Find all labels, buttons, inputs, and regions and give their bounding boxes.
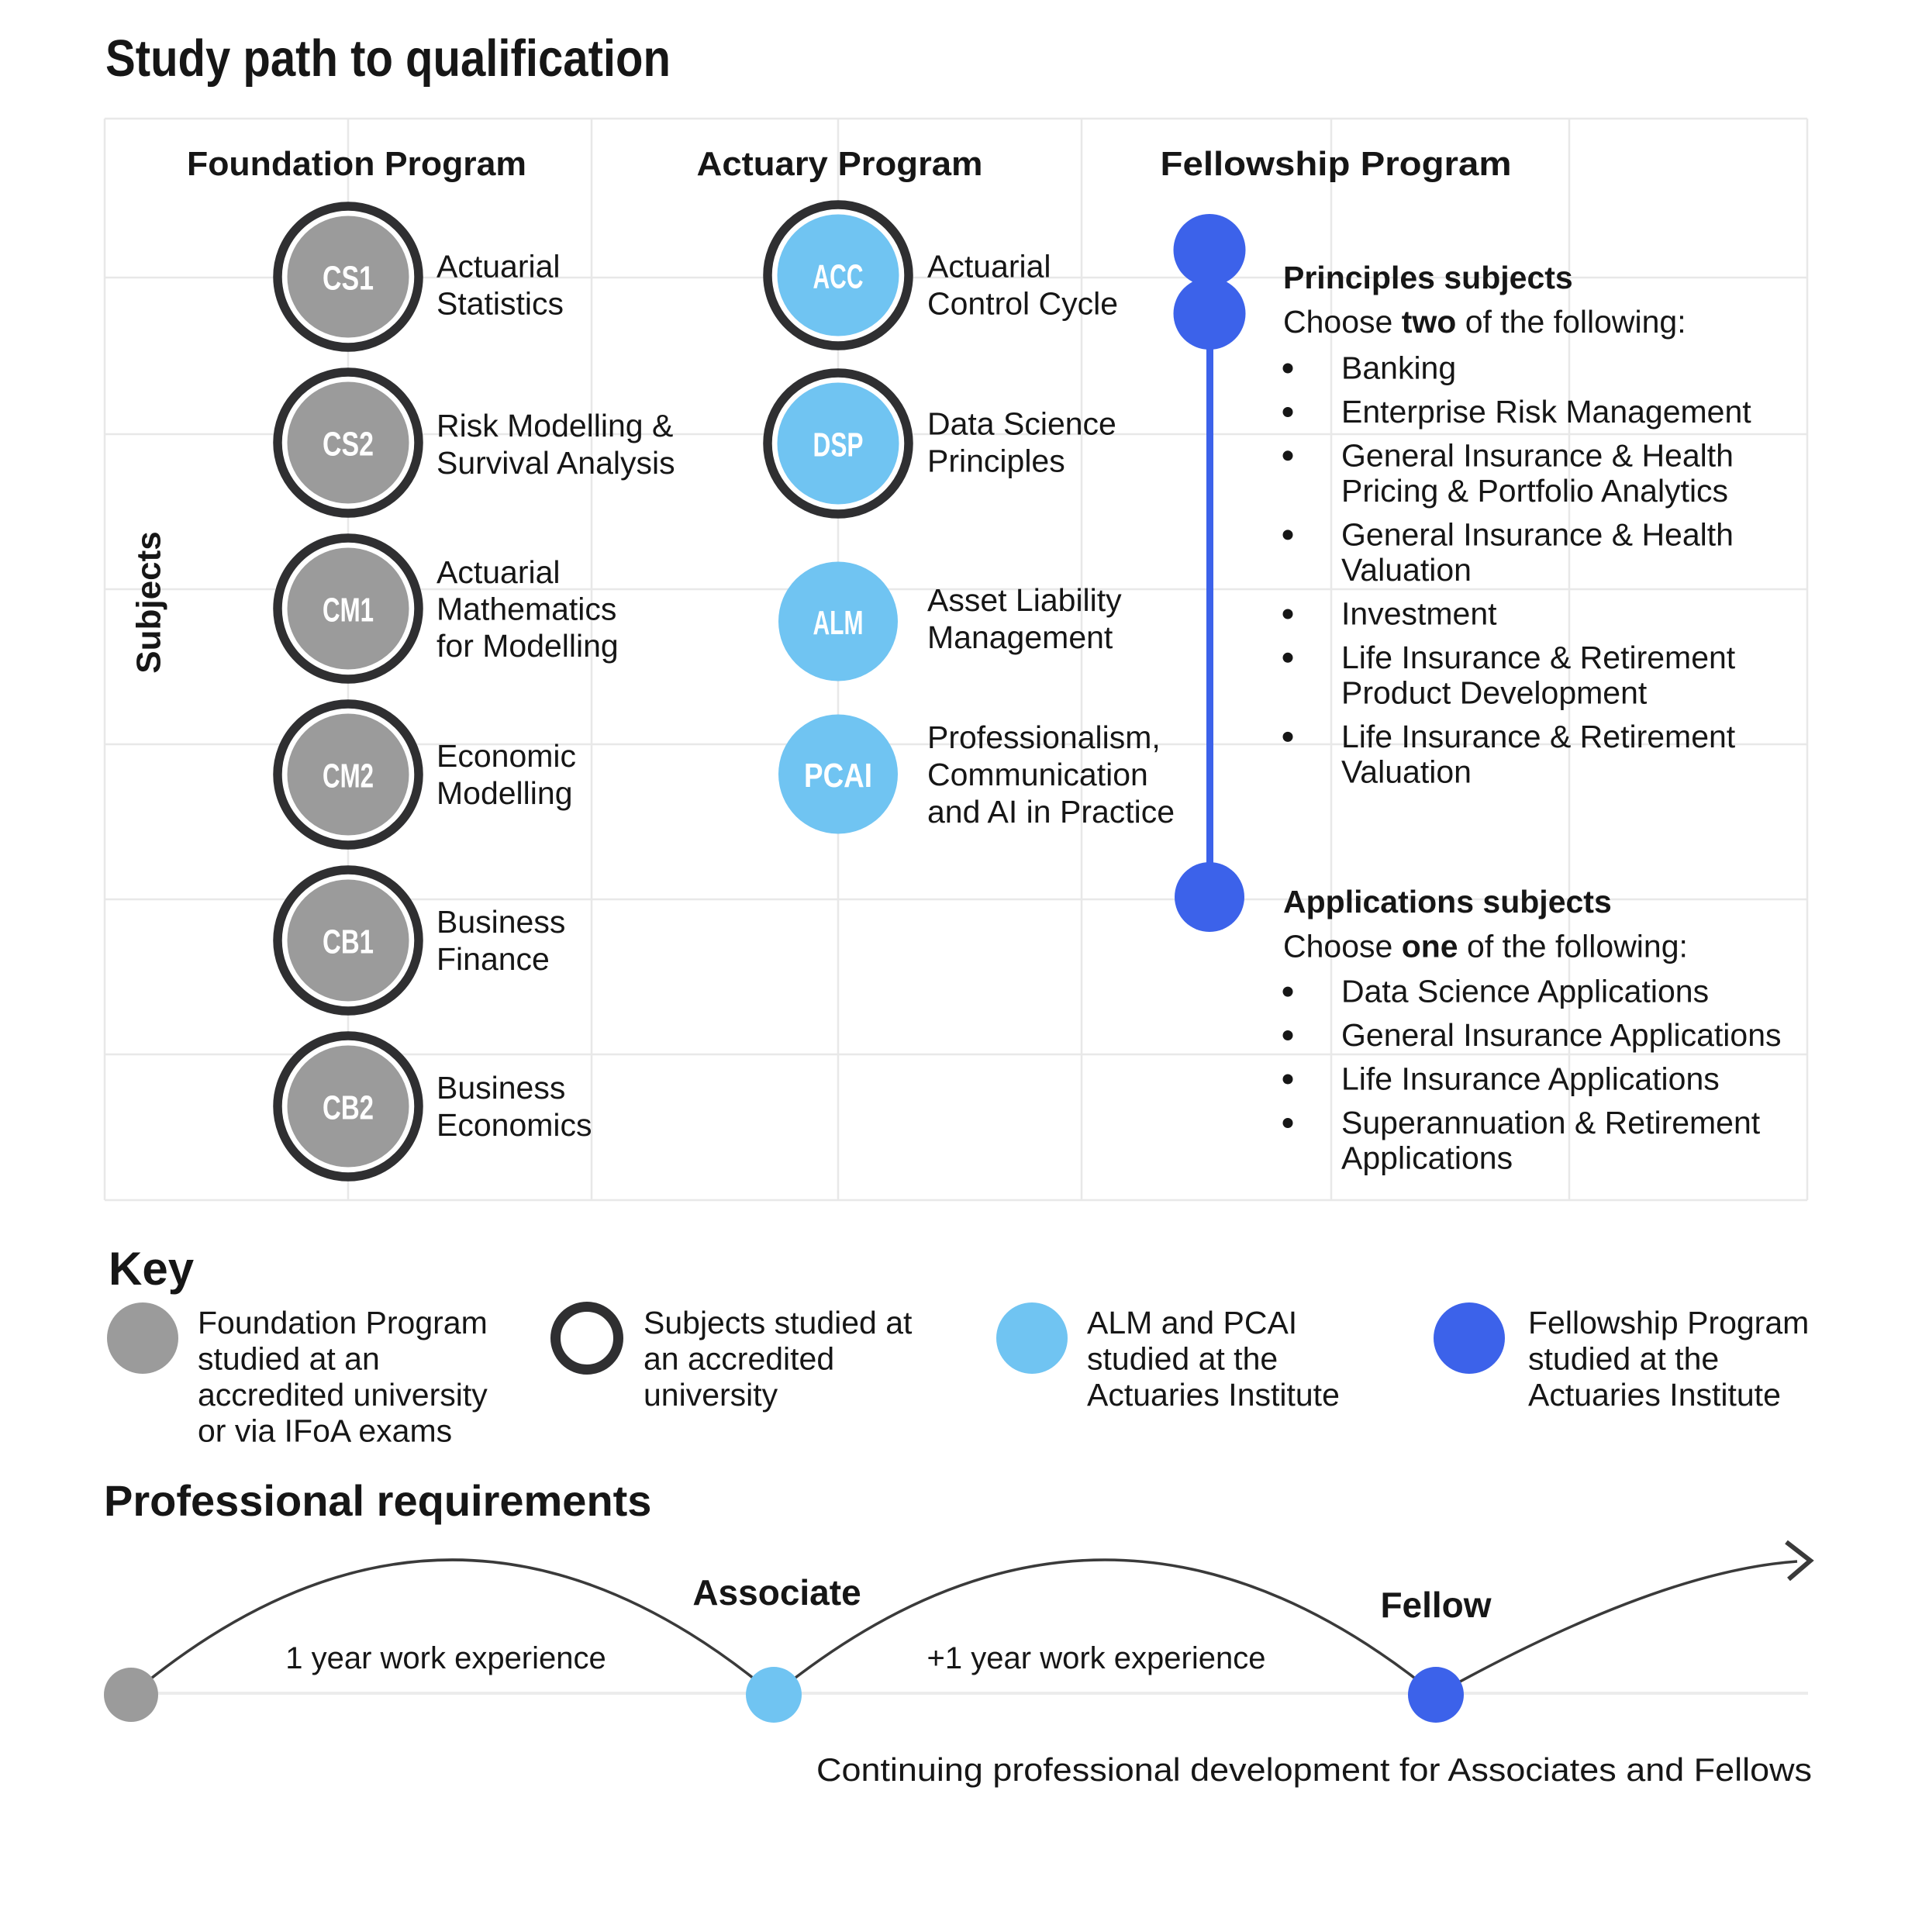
svg-text:Fellowship Program: Fellowship Program bbox=[1161, 145, 1512, 183]
svg-text:Life Insurance Applications: Life Insurance Applications bbox=[1341, 1061, 1720, 1097]
svg-text:Actuarial: Actuarial bbox=[437, 554, 561, 590]
svg-text:Fellowship Program: Fellowship Program bbox=[1528, 1305, 1809, 1340]
svg-text:Actuary Program: Actuary Program bbox=[697, 145, 983, 183]
svg-text:Actuarial: Actuarial bbox=[437, 249, 561, 285]
svg-text:Data Science: Data Science bbox=[927, 406, 1116, 442]
svg-text:ALM: ALM bbox=[813, 604, 864, 642]
svg-text:General Insurance Applications: General Insurance Applications bbox=[1341, 1017, 1782, 1053]
svg-text:Choose one of the following:: Choose one of the following: bbox=[1283, 929, 1688, 964]
svg-text:Survival Analysis: Survival Analysis bbox=[437, 445, 675, 481]
svg-text:accredited university: accredited university bbox=[198, 1377, 488, 1413]
svg-text:an accredited: an accredited bbox=[644, 1341, 834, 1377]
svg-text:Product Development: Product Development bbox=[1341, 675, 1648, 711]
svg-text:Management: Management bbox=[927, 619, 1113, 655]
svg-text:Economic: Economic bbox=[437, 738, 576, 774]
svg-text:CM2: CM2 bbox=[323, 757, 374, 795]
svg-text:Applications: Applications bbox=[1341, 1140, 1513, 1176]
svg-text:Mathematics: Mathematics bbox=[437, 592, 616, 627]
svg-text:Control Cycle: Control Cycle bbox=[927, 286, 1118, 322]
svg-text:university: university bbox=[644, 1377, 778, 1413]
svg-text:studied at an: studied at an bbox=[198, 1341, 380, 1377]
svg-text:Key: Key bbox=[109, 1243, 195, 1295]
svg-text:and AI in Practice: and AI in Practice bbox=[927, 794, 1175, 830]
svg-text:or via IFoA exams: or via IFoA exams bbox=[198, 1413, 452, 1449]
svg-text:Study path to qualification: Study path to qualification bbox=[105, 29, 671, 88]
svg-text:Subjects studied at: Subjects studied at bbox=[644, 1305, 913, 1340]
svg-text:General Insurance & Health: General Insurance & Health bbox=[1341, 437, 1734, 473]
svg-text:Actuaries Institute: Actuaries Institute bbox=[1087, 1377, 1340, 1413]
svg-text:Modelling: Modelling bbox=[437, 775, 573, 811]
svg-text:Actuarial: Actuarial bbox=[927, 249, 1051, 285]
svg-text:Life Insurance & Retirement: Life Insurance & Retirement bbox=[1341, 640, 1736, 675]
svg-text:PCAI: PCAI bbox=[804, 757, 872, 795]
svg-text:Subjects: Subjects bbox=[130, 531, 168, 673]
svg-text:Choose two of the following:: Choose two of the following: bbox=[1283, 304, 1686, 340]
svg-text:ALM and PCAI: ALM and PCAI bbox=[1087, 1305, 1297, 1340]
svg-text:Fellow: Fellow bbox=[1380, 1585, 1491, 1625]
svg-text:for Modelling: for Modelling bbox=[437, 628, 619, 664]
svg-text:Applications subjects: Applications subjects bbox=[1283, 884, 1612, 919]
svg-text:Actuaries Institute: Actuaries Institute bbox=[1528, 1377, 1781, 1413]
svg-text:Banking: Banking bbox=[1341, 350, 1456, 386]
svg-text:Communication: Communication bbox=[927, 757, 1148, 792]
svg-text:Risk Modelling &: Risk Modelling & bbox=[437, 408, 673, 443]
svg-text:Business: Business bbox=[437, 1070, 565, 1106]
svg-text:Data Science Applications: Data Science Applications bbox=[1341, 974, 1709, 1009]
svg-text:Continuing professional develo: Continuing professional development for … bbox=[816, 1751, 1812, 1788]
svg-text:1 year work experience: 1 year work experience bbox=[285, 1641, 606, 1675]
svg-text:Asset Liability: Asset Liability bbox=[927, 582, 1122, 618]
svg-text:Pricing & Portfolio Analytics: Pricing & Portfolio Analytics bbox=[1341, 473, 1728, 509]
svg-text:Professionalism,: Professionalism, bbox=[927, 719, 1161, 755]
svg-text:CB1: CB1 bbox=[323, 923, 374, 961]
svg-text:CS1: CS1 bbox=[323, 260, 374, 298]
svg-text:General Insurance & Health: General Insurance & Health bbox=[1341, 516, 1734, 552]
svg-text:Investment: Investment bbox=[1341, 596, 1497, 632]
svg-text:studied at the: studied at the bbox=[1087, 1341, 1278, 1377]
svg-text:Professional requirements: Professional requirements bbox=[104, 1476, 651, 1525]
svg-text:Foundation Program: Foundation Program bbox=[187, 145, 526, 183]
svg-text:Associate: Associate bbox=[692, 1572, 861, 1613]
svg-text:CS2: CS2 bbox=[323, 426, 374, 464]
svg-text:studied at the: studied at the bbox=[1528, 1341, 1719, 1377]
svg-text:Statistics: Statistics bbox=[437, 286, 564, 322]
svg-text:Finance: Finance bbox=[437, 941, 550, 977]
svg-text:+1 year work experience: +1 year work experience bbox=[927, 1641, 1266, 1675]
svg-text:Superannuation & Retirement: Superannuation & Retirement bbox=[1341, 1105, 1761, 1140]
svg-text:Enterprise Risk Management: Enterprise Risk Management bbox=[1341, 394, 1751, 430]
svg-text:Valuation: Valuation bbox=[1341, 552, 1472, 588]
svg-text:DSP: DSP bbox=[813, 426, 864, 464]
svg-text:Principles: Principles bbox=[927, 443, 1065, 479]
svg-text:Life Insurance & Retirement: Life Insurance & Retirement bbox=[1341, 719, 1736, 754]
svg-text:Economics: Economics bbox=[437, 1107, 592, 1143]
svg-text:Business: Business bbox=[437, 904, 565, 940]
svg-text:CM1: CM1 bbox=[323, 592, 374, 630]
svg-text:ACC: ACC bbox=[813, 258, 864, 296]
svg-text:Principles subjects: Principles subjects bbox=[1283, 260, 1573, 295]
svg-text:Foundation Program: Foundation Program bbox=[198, 1305, 488, 1340]
svg-text:CB2: CB2 bbox=[323, 1089, 374, 1127]
svg-text:Valuation: Valuation bbox=[1341, 754, 1472, 790]
